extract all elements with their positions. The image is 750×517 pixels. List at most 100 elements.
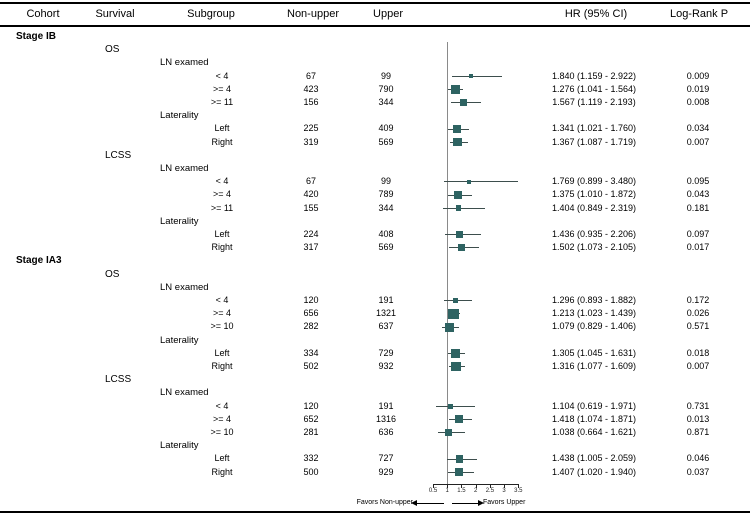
column-header-subgroup: Subgroup <box>187 8 235 20</box>
subgroup-label: Right <box>211 242 233 253</box>
hr-point-estimate <box>448 308 459 320</box>
hr-point-estimate <box>451 348 461 358</box>
survival-label: LCSS <box>105 374 132 386</box>
axis-tick-label: 1.5 <box>457 488 466 494</box>
favors-upper-label: Favors Upper <box>483 499 526 506</box>
hr-point-estimate <box>454 468 463 477</box>
ci-line <box>445 234 482 236</box>
hr-point-estimate <box>460 99 467 106</box>
upper-count: 191 <box>378 400 394 411</box>
axis-tick-label: 3 <box>502 488 506 494</box>
upper-count: 569 <box>378 136 394 147</box>
hr-ci-value: 1.367 (1.087 - 1.719) <box>551 136 637 147</box>
hr-ci-value: 1.418 (1.074 - 1.871) <box>551 413 637 424</box>
axis-tick <box>447 484 449 488</box>
non-upper-count: 224 <box>303 229 319 239</box>
non-upper-count: 281 <box>303 427 319 437</box>
left-arrow-line <box>417 502 444 504</box>
p-value: 0.017 <box>686 242 710 253</box>
ci-line <box>444 181 518 183</box>
subgroup-label: < 4 <box>215 400 229 411</box>
non-upper-count: 156 <box>303 97 319 107</box>
p-value: 0.009 <box>686 70 710 81</box>
subgroup-heading: Laterality <box>160 110 199 122</box>
non-upper-count: 319 <box>303 136 319 147</box>
non-upper-count: 652 <box>303 413 319 424</box>
p-value: 0.007 <box>686 361 710 371</box>
subgroup-label: >= 10 <box>210 427 234 437</box>
hr-ci-value: 1.502 (1.073 - 2.105) <box>551 242 637 253</box>
subgroup-label: >= 4 <box>212 413 232 424</box>
hr-point-estimate <box>455 205 462 211</box>
non-upper-count: 502 <box>303 361 319 371</box>
subgroup-label: Right <box>211 361 233 371</box>
p-value: 0.013 <box>686 413 710 424</box>
p-value: 0.046 <box>686 453 710 464</box>
axis-tick <box>518 484 520 488</box>
axis-tick-label: 0.5 <box>428 488 438 494</box>
reference-line-hr1 <box>447 42 448 484</box>
favors-non-upper-label: Favors Non-upper <box>356 499 413 506</box>
axis-tick <box>475 484 477 488</box>
non-upper-count: 67 <box>305 70 316 81</box>
hr-ci-value: 1.276 (1.041 - 1.564) <box>551 83 637 94</box>
subgroup-label: Left <box>214 123 230 134</box>
hr-point-estimate <box>455 415 464 424</box>
upper-count: 789 <box>378 189 394 200</box>
subgroup-label: >= 10 <box>210 321 234 332</box>
non-upper-count: 225 <box>303 123 319 134</box>
hr-ci-value: 1.305 (1.045 - 1.631) <box>551 347 637 358</box>
subgroup-label: Left <box>214 347 230 358</box>
hr-point-estimate <box>447 403 453 409</box>
non-upper-count: 500 <box>303 466 319 477</box>
hr-point-estimate <box>469 74 473 78</box>
axis-tick-label: 3.5 <box>514 488 523 494</box>
subgroup-heading: Laterality <box>160 334 199 346</box>
axis-tick-label: 2 <box>473 488 478 494</box>
subgroup-label: < 4 <box>215 70 229 81</box>
column-header-upper: Upper <box>373 8 403 20</box>
right-arrow-icon <box>478 500 484 506</box>
upper-count: 191 <box>378 295 394 305</box>
ci-line <box>451 75 502 77</box>
hr-ci-value: 1.567 (1.119 - 2.193) <box>552 97 636 107</box>
hr-point-estimate <box>453 125 461 133</box>
survival-label: LCSS <box>105 149 132 161</box>
subgroup-heading: LN examed <box>160 281 209 293</box>
non-upper-count: 334 <box>303 347 319 358</box>
upper-count: 344 <box>378 202 394 213</box>
p-value: 0.095 <box>686 176 710 187</box>
non-upper-count: 282 <box>303 321 319 332</box>
non-upper-count: 67 <box>305 176 316 187</box>
subgroup-label: >= 4 <box>212 83 232 94</box>
p-value: 0.043 <box>686 189 710 200</box>
non-upper-count: 120 <box>303 400 319 411</box>
column-header-cohort: Cohort <box>26 8 60 20</box>
subgroup-label: >= 11 <box>210 202 234 213</box>
p-value: 0.097 <box>686 229 710 239</box>
hr-ci-value: 1.296 (0.893 - 1.882) <box>551 295 637 305</box>
subgroup-label: Right <box>211 466 233 477</box>
hr-ci-value: 1.404 (0.849 - 2.319) <box>551 202 637 213</box>
cohort-label: Stage IB <box>16 31 57 42</box>
subgroup-heading: Laterality <box>160 440 199 452</box>
p-value: 0.026 <box>686 308 710 319</box>
hr-ci-value: 1.213 (1.023 - 1.439) <box>551 308 637 319</box>
p-value: 0.731 <box>686 400 710 411</box>
hr-ci-value: 1.840 (1.159 - 2.922) <box>551 70 637 81</box>
column-header-non-upper: Non-upper <box>287 8 339 20</box>
upper-count: 569 <box>378 242 394 253</box>
upper-count: 790 <box>378 83 394 94</box>
right-arrow-line <box>452 502 479 504</box>
subgroup-label: >= 4 <box>212 308 232 319</box>
hr-ci-value: 1.341 (1.021 - 1.760) <box>551 123 637 134</box>
hr-ci-value: 1.079 (0.829 - 1.406) <box>551 321 637 332</box>
bottom-rule <box>0 511 750 513</box>
hr-point-estimate <box>457 244 465 252</box>
subgroup-label: Left <box>214 453 230 464</box>
subgroup-label: < 4 <box>215 176 229 187</box>
p-value: 0.571 <box>686 321 710 332</box>
upper-count: 1321 <box>375 308 397 319</box>
hr-ci-value: 1.407 (1.020 - 1.940) <box>551 466 637 477</box>
non-upper-count: 120 <box>303 295 319 305</box>
